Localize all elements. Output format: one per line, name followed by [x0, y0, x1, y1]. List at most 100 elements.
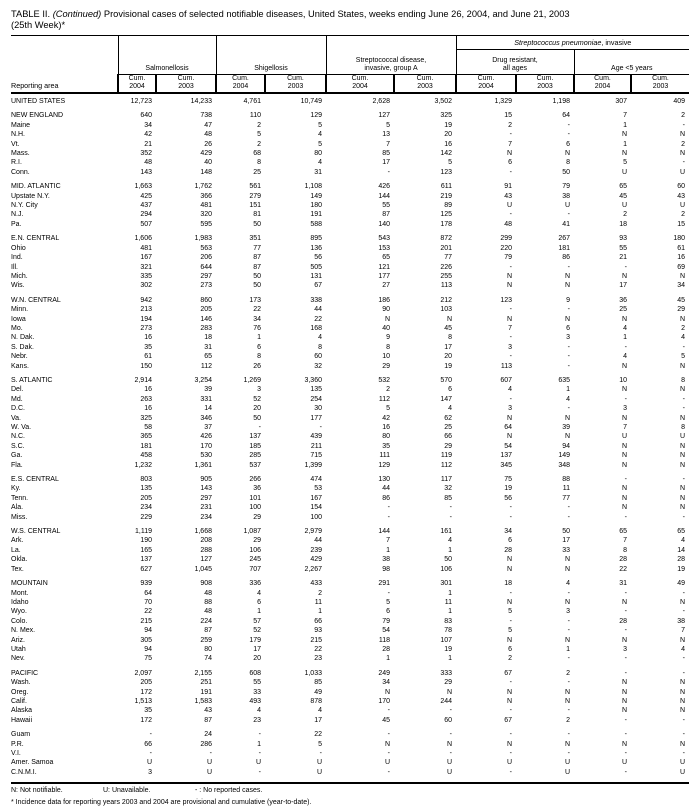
value-cell: - — [258, 424, 261, 431]
value-cell: - — [449, 504, 452, 512]
value-cell: 320 — [200, 211, 212, 219]
reporting-area-cell: Ala. — [11, 504, 24, 512]
value-cell: 167 — [140, 254, 152, 262]
value-cell: 52 — [253, 627, 261, 635]
value-cell: 4 — [257, 707, 261, 715]
value-cell: N — [506, 272, 512, 280]
value-cell: - — [319, 424, 322, 431]
table-row: Tenn. 205 297 101 167 86 85 56 77 N N — [11, 494, 689, 503]
value-cell: 112 — [378, 395, 390, 403]
value-cell: 305 — [140, 636, 152, 644]
value-cell: 7 — [386, 537, 390, 545]
value-cell: 194 — [140, 315, 152, 323]
table-row: Vt. 21 26 2 5 7 16 7 6 1 2 — [11, 140, 689, 149]
value-cell: 143 — [200, 485, 212, 493]
value-cell: 1,045 — [194, 565, 212, 573]
value-cell: 77 — [562, 494, 570, 502]
value-cell: 143 — [140, 168, 152, 176]
value-cell: 229 — [140, 513, 152, 521]
value-cell: 12,723 — [130, 98, 152, 105]
value-cell: N — [621, 707, 627, 715]
value-cell: - — [682, 395, 686, 403]
value-cell: 7 — [623, 112, 627, 120]
value-cell: 2 — [386, 386, 390, 394]
value-cell: 111 — [379, 452, 390, 460]
table-row: Okla. 137 127 245 429 38 50 N N 28 28 — [11, 555, 689, 564]
value-cell: 206 — [200, 254, 212, 262]
value-cell: 266 — [249, 476, 261, 484]
value-cell: 50 — [253, 282, 261, 290]
table-row: Pa. 507 595 50 588 140 178 48 41 18 15 — [11, 220, 689, 229]
value-cell: 165 — [140, 546, 152, 554]
group-header-age-under-5: Age <5 years — [573, 49, 690, 75]
value-cell: 50 — [253, 220, 261, 228]
value-cell: 4 — [681, 537, 686, 545]
value-cell: 3 — [257, 386, 261, 394]
value-cell: 44 — [314, 306, 322, 314]
value-cell: 4 — [318, 334, 322, 342]
table-row: Ark. 190 208 29 44 7 4 6 17 7 4 — [11, 536, 689, 545]
value-cell: 17 — [382, 159, 390, 167]
reporting-area-cell: S.C. — [11, 442, 25, 450]
value-cell: 80 — [314, 150, 322, 158]
table-row: Ill. 321 644 87 505 121 226 - - - 69 — [11, 263, 689, 272]
value-cell: U — [506, 759, 512, 767]
value-cell: 101 — [249, 494, 261, 502]
value-cell: - — [567, 263, 570, 271]
value-cell: 212 — [440, 296, 452, 304]
value-cell: 144 — [378, 528, 390, 536]
value-cell: 4 — [318, 159, 322, 167]
value-cell: 25 — [619, 306, 627, 314]
value-cell: 211 — [310, 442, 322, 450]
value-cell: 3 — [508, 405, 512, 413]
value-cell: 107 — [440, 636, 452, 644]
reporting-area-cell: N. Mex. — [11, 627, 36, 635]
value-cell: N — [679, 442, 686, 450]
table-title: TABLE II. (Continued) Provisional cases … — [11, 9, 690, 20]
value-cell: N — [621, 442, 627, 450]
reporting-area-cell: N.C. — [11, 433, 25, 441]
value-cell: 234 — [200, 513, 212, 521]
table-row: Nev. 75 74 20 23 1 1 2 - - - — [11, 654, 689, 663]
value-cell: 87 — [382, 211, 390, 219]
value-cell: - — [624, 655, 627, 663]
value-cell: 2 — [508, 121, 512, 129]
value-cell: 45 — [619, 192, 627, 200]
value-cell: - — [682, 159, 686, 167]
value-cell: 119 — [440, 452, 452, 460]
value-cell: N — [679, 598, 686, 606]
value-cell: 38 — [382, 556, 390, 564]
value-cell: 5 — [318, 121, 322, 129]
value-cell: 87 — [253, 263, 261, 271]
value-cell: 346 — [200, 414, 212, 422]
value-cell: 55 — [382, 202, 390, 210]
value-cell: 60 — [444, 716, 452, 724]
value-cell: 9 — [386, 334, 390, 342]
value-cell: 89 — [444, 202, 452, 210]
value-cell: 17 — [444, 343, 452, 351]
value-cell: 179 — [249, 636, 261, 644]
value-cell: 4 — [681, 334, 686, 342]
value-cell: U — [316, 759, 322, 767]
value-cell: 439 — [310, 433, 322, 441]
reporting-area-cell: Upstate N.Y. — [11, 192, 50, 200]
table-row: PACIFIC 2,097 2,155 608 1,033 249 333 67 2 - - — [11, 664, 689, 678]
value-cell: N — [506, 150, 512, 158]
value-cell: 507 — [140, 220, 152, 228]
value-cell: - — [567, 750, 570, 757]
value-cell: 1 — [448, 608, 452, 616]
value-cell: 113 — [440, 282, 452, 290]
table-row: S. ATLANTIC 2,914 3,254 1,269 3,360 532 570 607… — [11, 371, 689, 385]
value-cell: 595 — [200, 220, 212, 228]
reporting-area-cell: Okla. — [11, 556, 28, 564]
value-cell: - — [624, 669, 627, 677]
value-cell: - — [567, 343, 570, 351]
value-cell: 118 — [378, 636, 390, 644]
value-cell: - — [387, 504, 390, 512]
value-cell: 302 — [140, 282, 152, 290]
value-cell: 291 — [378, 580, 390, 588]
value-cell: 88 — [204, 598, 212, 606]
value-cell: 872 — [440, 235, 452, 243]
value-cell: 17 — [314, 716, 322, 724]
reporting-area-cell: Ill. — [11, 263, 18, 271]
